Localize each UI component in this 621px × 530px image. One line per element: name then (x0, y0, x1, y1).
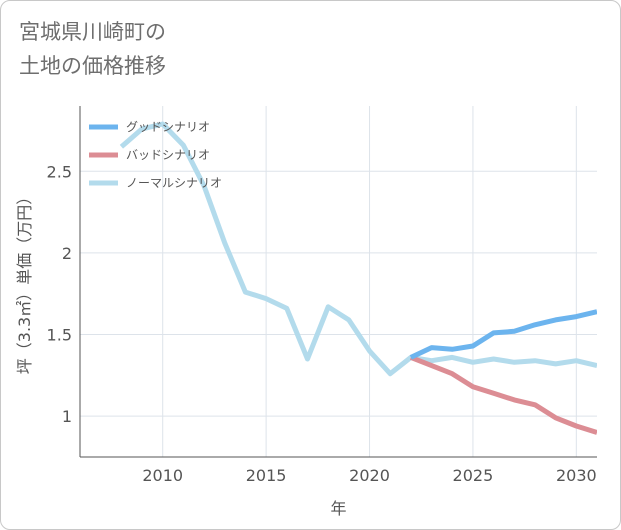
y-tick-label-3: 2.5 (47, 162, 72, 181)
legend-label-2: ノーマルシナリオ (126, 176, 222, 190)
y-tick-label-1: 1.5 (47, 326, 72, 345)
x-tick-label-2030: 2030 (556, 466, 597, 485)
series-line-0 (409, 309, 597, 360)
chart-title-line1: 宮城県川崎町の (19, 20, 166, 44)
legend-label-0: グッドシナリオ (126, 120, 210, 134)
chart-title: 宮城県川崎町の 土地の価格推移 (19, 15, 166, 83)
series-line-2 (119, 121, 597, 377)
x-tick-label-2010: 2010 (142, 466, 183, 485)
series-line-1 (409, 355, 597, 435)
legend-label-1: バッドシナリオ (126, 148, 210, 162)
x-axis-label: 年 (330, 499, 346, 518)
x-tick-label-2025: 2025 (453, 466, 494, 485)
y-tick-label-0: 1 (62, 407, 72, 426)
y-axis-label: 坪（3.3㎡）単価（万円） (15, 189, 34, 374)
y-tick-label-2: 2 (62, 244, 72, 263)
chart-title-line2: 土地の価格推移 (19, 54, 166, 78)
x-tick-label-2020: 2020 (349, 466, 390, 485)
x-tick-label-2015: 2015 (246, 466, 287, 485)
